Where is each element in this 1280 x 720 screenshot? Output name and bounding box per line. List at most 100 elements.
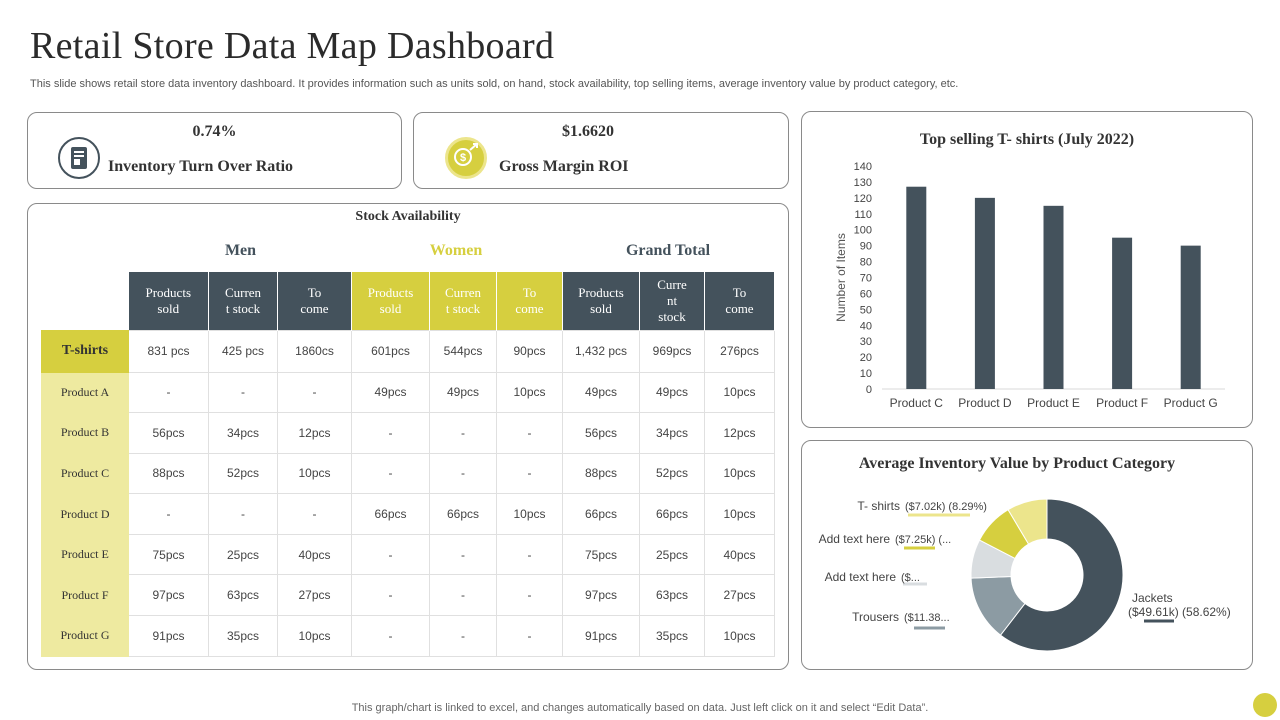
table-cell: - <box>208 371 278 414</box>
table-cell: 63pcs <box>639 574 705 617</box>
y-tick-label: 80 <box>860 257 872 269</box>
table-row: Product A - - -49pcs 49pcs 10pcs 49pcs 49pcs 10p… <box>41 371 775 414</box>
bar <box>1112 237 1133 389</box>
y-tick-label: 110 <box>854 209 872 221</box>
table-cell: 66pcs <box>351 493 430 535</box>
table-row: T-shirts 831 pcs 425 pcs 1860cs 601pcs 544pcs… <box>41 329 775 373</box>
y-tick-label: 10 <box>860 368 872 380</box>
table-cell: 35pcs <box>639 615 705 657</box>
table-cell: 49pcs <box>562 371 640 414</box>
donut-slice <box>999 498 1124 652</box>
y-tick-label: 130 <box>854 177 872 189</box>
report-icon <box>58 137 100 179</box>
slice-value: ($11.38... <box>904 612 950 624</box>
table-cell: 27pcs <box>277 574 352 617</box>
table-row: Product D - - -66pcs 66pcs 10pcs 66pcs 66pcs 10p… <box>41 493 775 535</box>
table-cell: 66pcs <box>562 493 640 535</box>
table-cell: - <box>496 452 563 495</box>
donut-slice <box>1007 498 1048 545</box>
page-title: Retail Store Data Map Dashboard <box>30 25 555 67</box>
table-cell: - <box>429 452 497 495</box>
table-cell: 52pcs <box>208 452 278 495</box>
y-tick-label: 70 <box>860 273 872 285</box>
table-cell: 12pcs <box>277 412 352 454</box>
table-cell: - <box>496 615 563 657</box>
table-cell: 97pcs <box>128 574 209 617</box>
svg-text:$: $ <box>460 152 466 164</box>
table-cell: 91pcs <box>128 615 209 657</box>
table-cell: 25pcs <box>639 533 705 576</box>
table-cell: 40pcs <box>704 533 775 576</box>
table-cell: - <box>496 412 563 454</box>
table-cell: 56pcs <box>562 412 640 454</box>
table-cell: 1860cs <box>277 329 352 373</box>
row-label: Product A <box>41 371 129 414</box>
y-tick-label: 90 <box>860 241 872 253</box>
table-cell: - <box>351 412 430 454</box>
table-cell: 88pcs <box>562 452 640 495</box>
inventory-value-chart-card: Average Inventory Value by Product Categ… <box>801 440 1253 670</box>
col-men-to-come: To come <box>277 272 352 330</box>
decorative-dot <box>1253 693 1277 717</box>
table-cell: 10pcs <box>704 452 775 495</box>
header-blank <box>42 272 129 330</box>
table-cell: 52pcs <box>639 452 705 495</box>
x-tick-label: Product C <box>890 396 944 410</box>
donut-chart: Jackets($49.61k) (58.62%) Trousers ($11.38… <box>819 498 1231 652</box>
y-axis-label: Number of Items <box>834 233 848 322</box>
group-women: Women <box>429 242 483 259</box>
group-grand-total: Grand Total <box>625 242 711 259</box>
slice-name: Add text here <box>819 532 891 546</box>
table-cell: 56pcs <box>128 412 209 454</box>
table-cell: 969pcs <box>639 329 705 373</box>
table-row: Product E 75pcs 25pcs 40pcs - - -75pcs 25pcs 40p… <box>41 533 775 576</box>
table-cell: - <box>496 574 563 617</box>
table-cell: 88pcs <box>128 452 209 495</box>
stock-availability-card: Stock Availability Men Women Grand Total… <box>27 203 789 670</box>
y-tick-label: 20 <box>860 352 872 364</box>
table-cell: - <box>208 493 278 535</box>
col-total-to-come: To come <box>704 272 775 330</box>
y-tick-label: 50 <box>860 304 872 316</box>
table-cell: 10pcs <box>704 371 775 414</box>
table-cell: - <box>128 493 209 535</box>
bar-chart: 0 10 20 30 40 50 60 70 80 90 100 110 120 130 140 Produc… <box>834 161 1225 410</box>
top-selling-chart-card: Top selling T- shirts (July 2022) 0 10 20 3… <box>801 111 1253 428</box>
y-tick-label: 140 <box>854 161 872 173</box>
table-cell: 1,432 pcs <box>562 329 640 373</box>
y-tick-label: 0 <box>866 384 872 396</box>
donut-chart-title: Average Inventory Value by Product Categ… <box>858 455 1176 472</box>
table-cell: - <box>351 615 430 657</box>
col-men-current-stock: Curren t stock <box>208 272 278 330</box>
bar <box>1043 205 1064 389</box>
table-cell: 601pcs <box>351 329 430 373</box>
x-tick-label: Product D <box>958 396 1012 410</box>
table-cell: - <box>429 533 497 576</box>
slice-name: Trousers <box>852 610 899 624</box>
y-tick-label: 60 <box>860 288 872 300</box>
money-growth-icon: $ <box>445 137 487 179</box>
table-cell: 34pcs <box>639 412 705 454</box>
y-tick-label: 30 <box>860 336 872 348</box>
table-cell: - <box>351 533 430 576</box>
col-total-products-sold: Products sold <box>562 272 640 330</box>
row-label: Product E <box>41 533 129 576</box>
x-tick-label: Product E <box>1027 396 1080 410</box>
col-men-products-sold: Products sold <box>128 272 209 330</box>
table-cell: 91pcs <box>562 615 640 657</box>
stock-header-row: Products sold Curren t stock To come Produc… <box>42 272 775 330</box>
row-label: Product F <box>41 574 129 617</box>
table-cell: - <box>277 371 352 414</box>
table-cell: 25pcs <box>208 533 278 576</box>
row-label: Product C <box>41 452 129 495</box>
row-label: T-shirts <box>41 329 129 373</box>
table-cell: 40pcs <box>277 533 352 576</box>
footer-note: This graph/chart is linked to excel, and… <box>351 702 929 714</box>
table-cell: 12pcs <box>704 412 775 454</box>
table-cell: 66pcs <box>429 493 497 535</box>
group-men: Men <box>224 242 257 259</box>
table-cell: - <box>128 371 209 414</box>
table-cell: 10pcs <box>704 615 775 657</box>
slice-name: Add text here <box>825 570 897 584</box>
table-row: Product B 56pcs 34pcs 12pcs - - -56pcs 34pcs 12p… <box>41 412 775 454</box>
